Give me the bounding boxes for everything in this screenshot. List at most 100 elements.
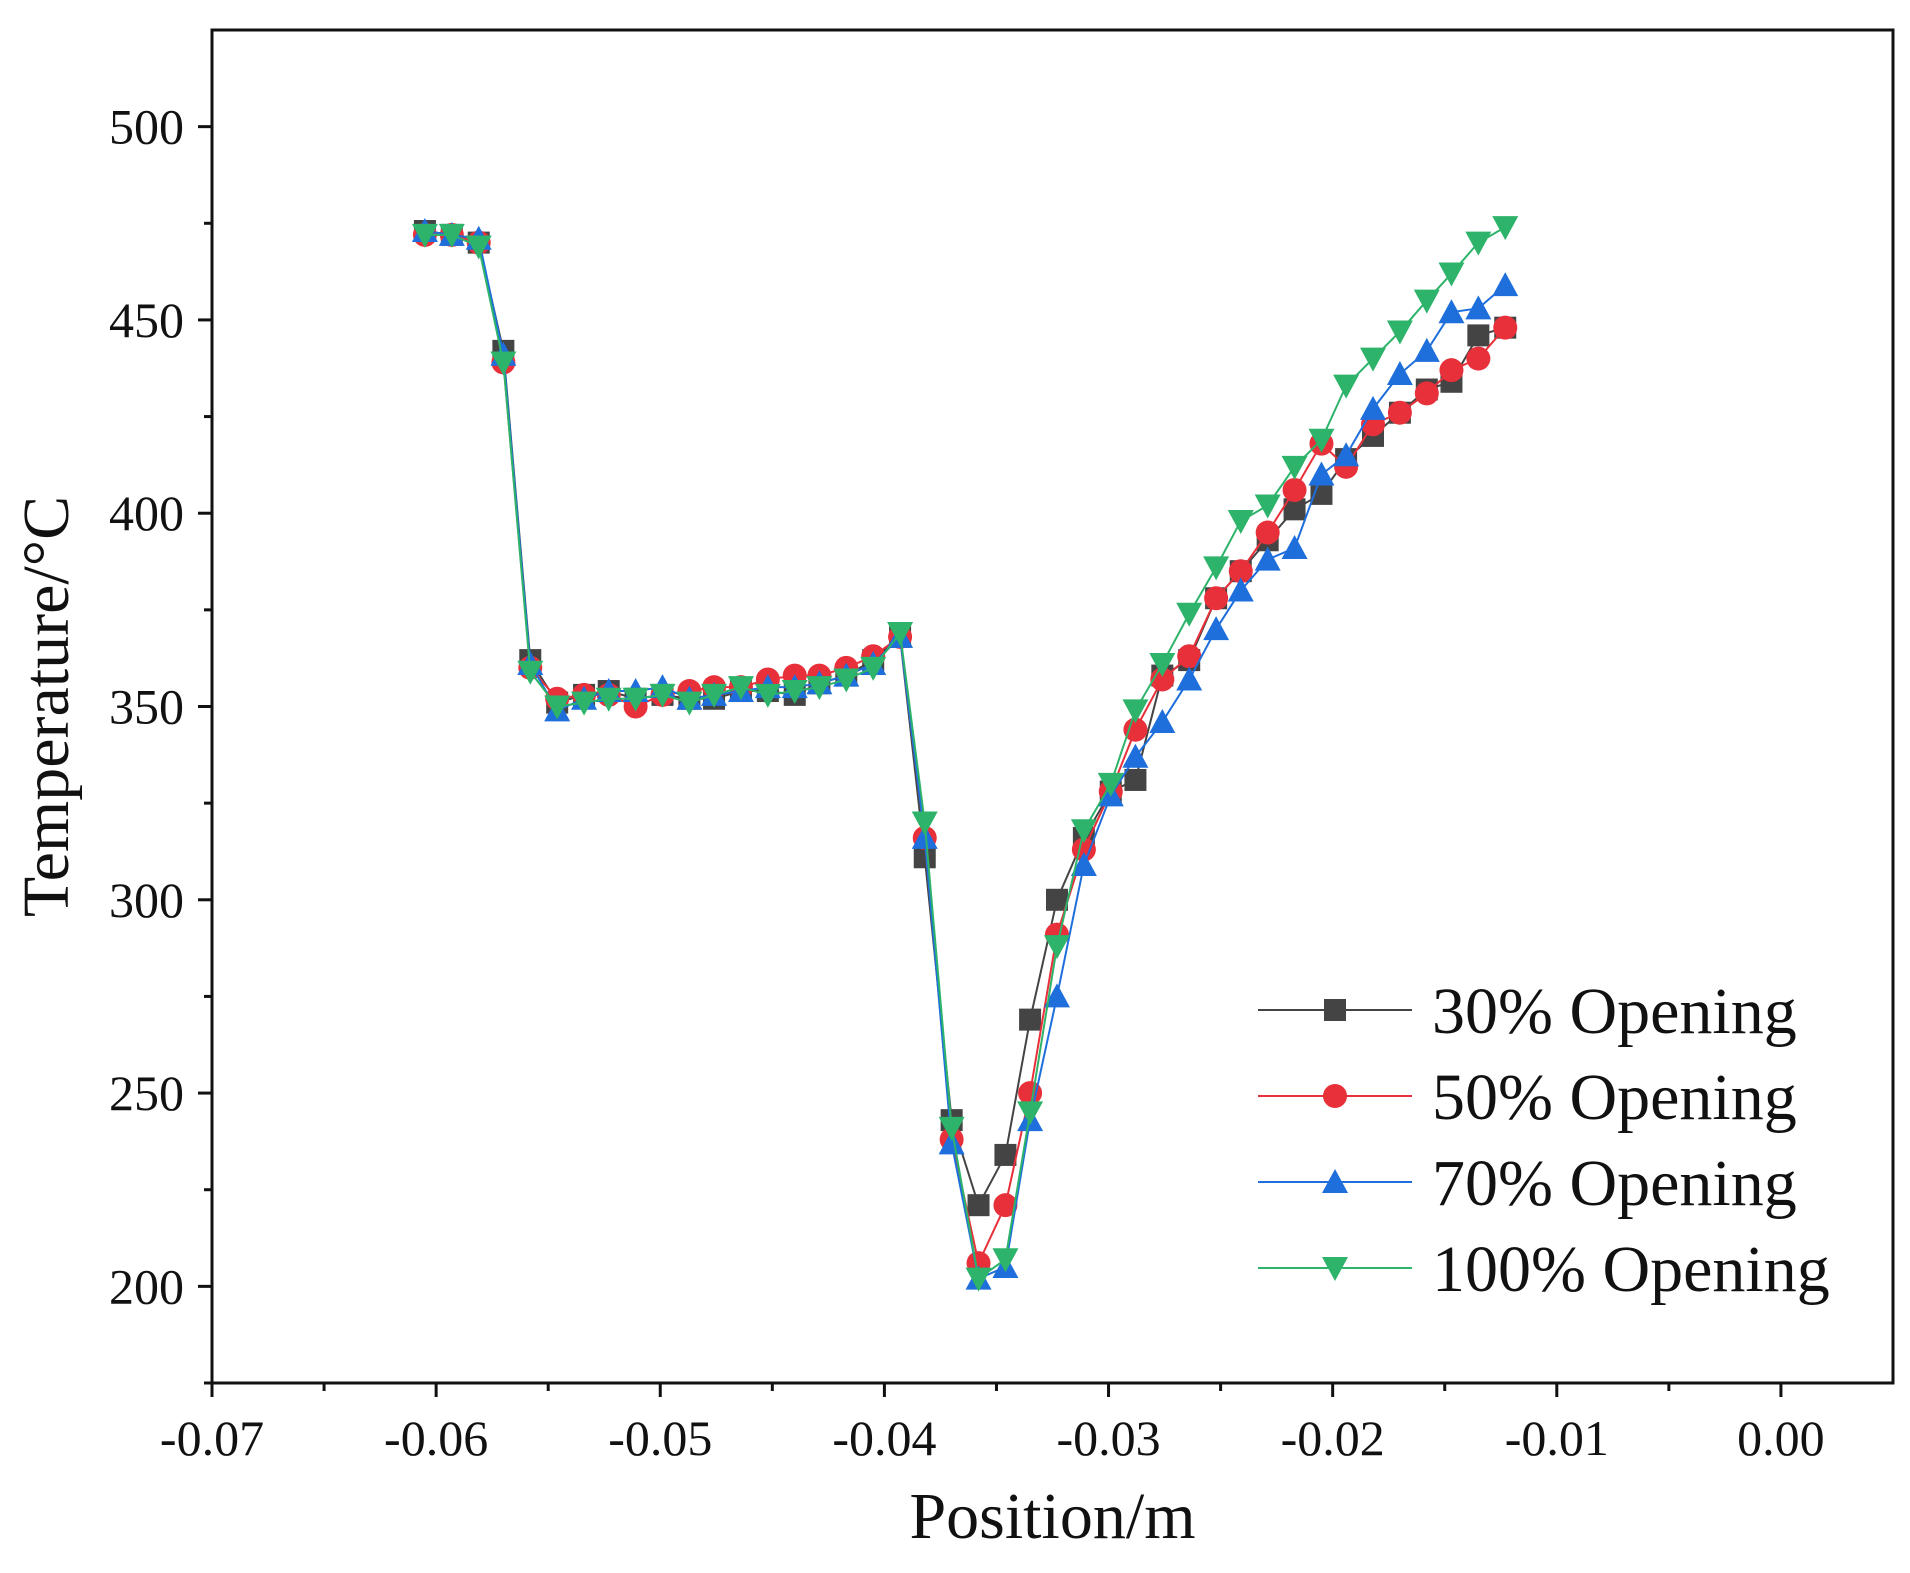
data-point (438, 223, 465, 248)
data-point (1019, 1008, 1042, 1031)
data-point (1333, 374, 1360, 399)
data-point (1227, 577, 1254, 602)
data-point (490, 351, 517, 376)
data-point (754, 683, 781, 708)
data-point (595, 687, 622, 712)
data-point (1123, 717, 1148, 742)
data-point (833, 668, 860, 693)
data-point (1254, 494, 1281, 519)
data-point (913, 846, 936, 869)
axes: -0.07 -0.06 -0.05 -0.04 -0.03 -0.02 -0.01 0.00 2… (109, 28, 1895, 1466)
data-point (1282, 478, 1307, 503)
y-tick-label: 350 (109, 679, 184, 735)
legend: 30% Opening 50% Opening 70% Opening 100% Op… (1258, 975, 1830, 1306)
x-tick-label: -0.06 (384, 1410, 488, 1466)
x-tick-label: 0.00 (1737, 1410, 1825, 1466)
data-point (1043, 983, 1070, 1008)
data-point (994, 1143, 1017, 1166)
data-point (1122, 743, 1149, 768)
x-axis-title: Position/m (909, 1480, 1195, 1553)
data-point (1149, 708, 1176, 733)
data-point (1465, 231, 1492, 256)
legend-marker (1322, 1169, 1348, 1193)
data-point (1466, 346, 1491, 371)
data-point (727, 676, 754, 701)
data-point (1414, 381, 1439, 406)
data-point (544, 695, 571, 720)
data-point (1177, 644, 1202, 669)
data-point (1203, 556, 1230, 581)
data-point (1254, 546, 1281, 571)
data-point (1438, 262, 1465, 287)
data-point (806, 676, 833, 701)
data-point (938, 1116, 965, 1141)
series-layer (411, 216, 1519, 1292)
data-point (911, 824, 938, 849)
x-tick-label: -0.05 (608, 1410, 712, 1466)
x-tick-label: -0.03 (1056, 1410, 1160, 1466)
data-point (1018, 1081, 1043, 1106)
data-point (1203, 616, 1230, 641)
y-tick-label: 500 (109, 99, 184, 155)
data-point (1122, 699, 1149, 724)
data-point (1281, 535, 1308, 560)
data-point (1283, 498, 1306, 521)
data-point (622, 687, 649, 712)
data-point (1308, 461, 1335, 486)
legend-item: 30% Opening (1258, 975, 1797, 1048)
data-point (1204, 586, 1229, 611)
data-point (571, 691, 598, 716)
data-point (1360, 395, 1387, 420)
legend-marker (1323, 1084, 1347, 1108)
data-point (1387, 400, 1412, 425)
x-tick-label: -0.07 (160, 1410, 264, 1466)
data-point (1176, 666, 1203, 691)
data-point (1227, 509, 1254, 534)
legend-marker (1324, 999, 1346, 1021)
data-point (1467, 324, 1490, 347)
data-point (1228, 559, 1253, 584)
data-point (517, 660, 544, 685)
data-point (1386, 320, 1413, 345)
data-point (911, 811, 938, 836)
data-point (938, 1130, 965, 1155)
legend-label: 50% Opening (1432, 1061, 1797, 1134)
data-point (1176, 602, 1203, 627)
data-point (1360, 347, 1387, 372)
legend-item: 70% Opening (1258, 1147, 1797, 1220)
y-tick-label: 250 (109, 1065, 184, 1121)
data-point (1281, 455, 1308, 480)
y-axis-title: Temperature/°C (10, 496, 83, 917)
data-point (465, 235, 492, 260)
series-100-opening (411, 216, 1519, 1292)
data-point (1255, 520, 1280, 545)
data-point (1045, 888, 1068, 911)
data-point (993, 1193, 1018, 1218)
data-point (1017, 1101, 1044, 1126)
data-point (701, 683, 728, 708)
data-point (1438, 299, 1465, 324)
data-point (1308, 428, 1335, 453)
y-tick-label: 450 (109, 292, 184, 348)
data-point (676, 691, 703, 716)
data-point (1043, 935, 1070, 960)
legend-label: 70% Opening (1432, 1147, 1797, 1220)
data-point (1386, 361, 1413, 386)
data-point (1465, 295, 1492, 320)
data-point (860, 656, 887, 681)
series-30-opening (413, 220, 1517, 1217)
y-tick-label: 200 (109, 1258, 184, 1314)
legend-item: 50% Opening (1258, 1061, 1797, 1134)
data-point (1413, 289, 1440, 314)
data-point (1070, 851, 1097, 876)
data-point (649, 683, 676, 708)
data-point (1439, 358, 1464, 383)
data-point (965, 1267, 992, 1292)
data-point (1492, 272, 1519, 297)
data-point (781, 680, 808, 705)
data-point (1124, 768, 1147, 791)
data-point (1070, 819, 1097, 844)
data-point (1097, 772, 1124, 797)
legend-item: 100% Opening (1258, 1233, 1830, 1306)
data-point (887, 622, 914, 647)
